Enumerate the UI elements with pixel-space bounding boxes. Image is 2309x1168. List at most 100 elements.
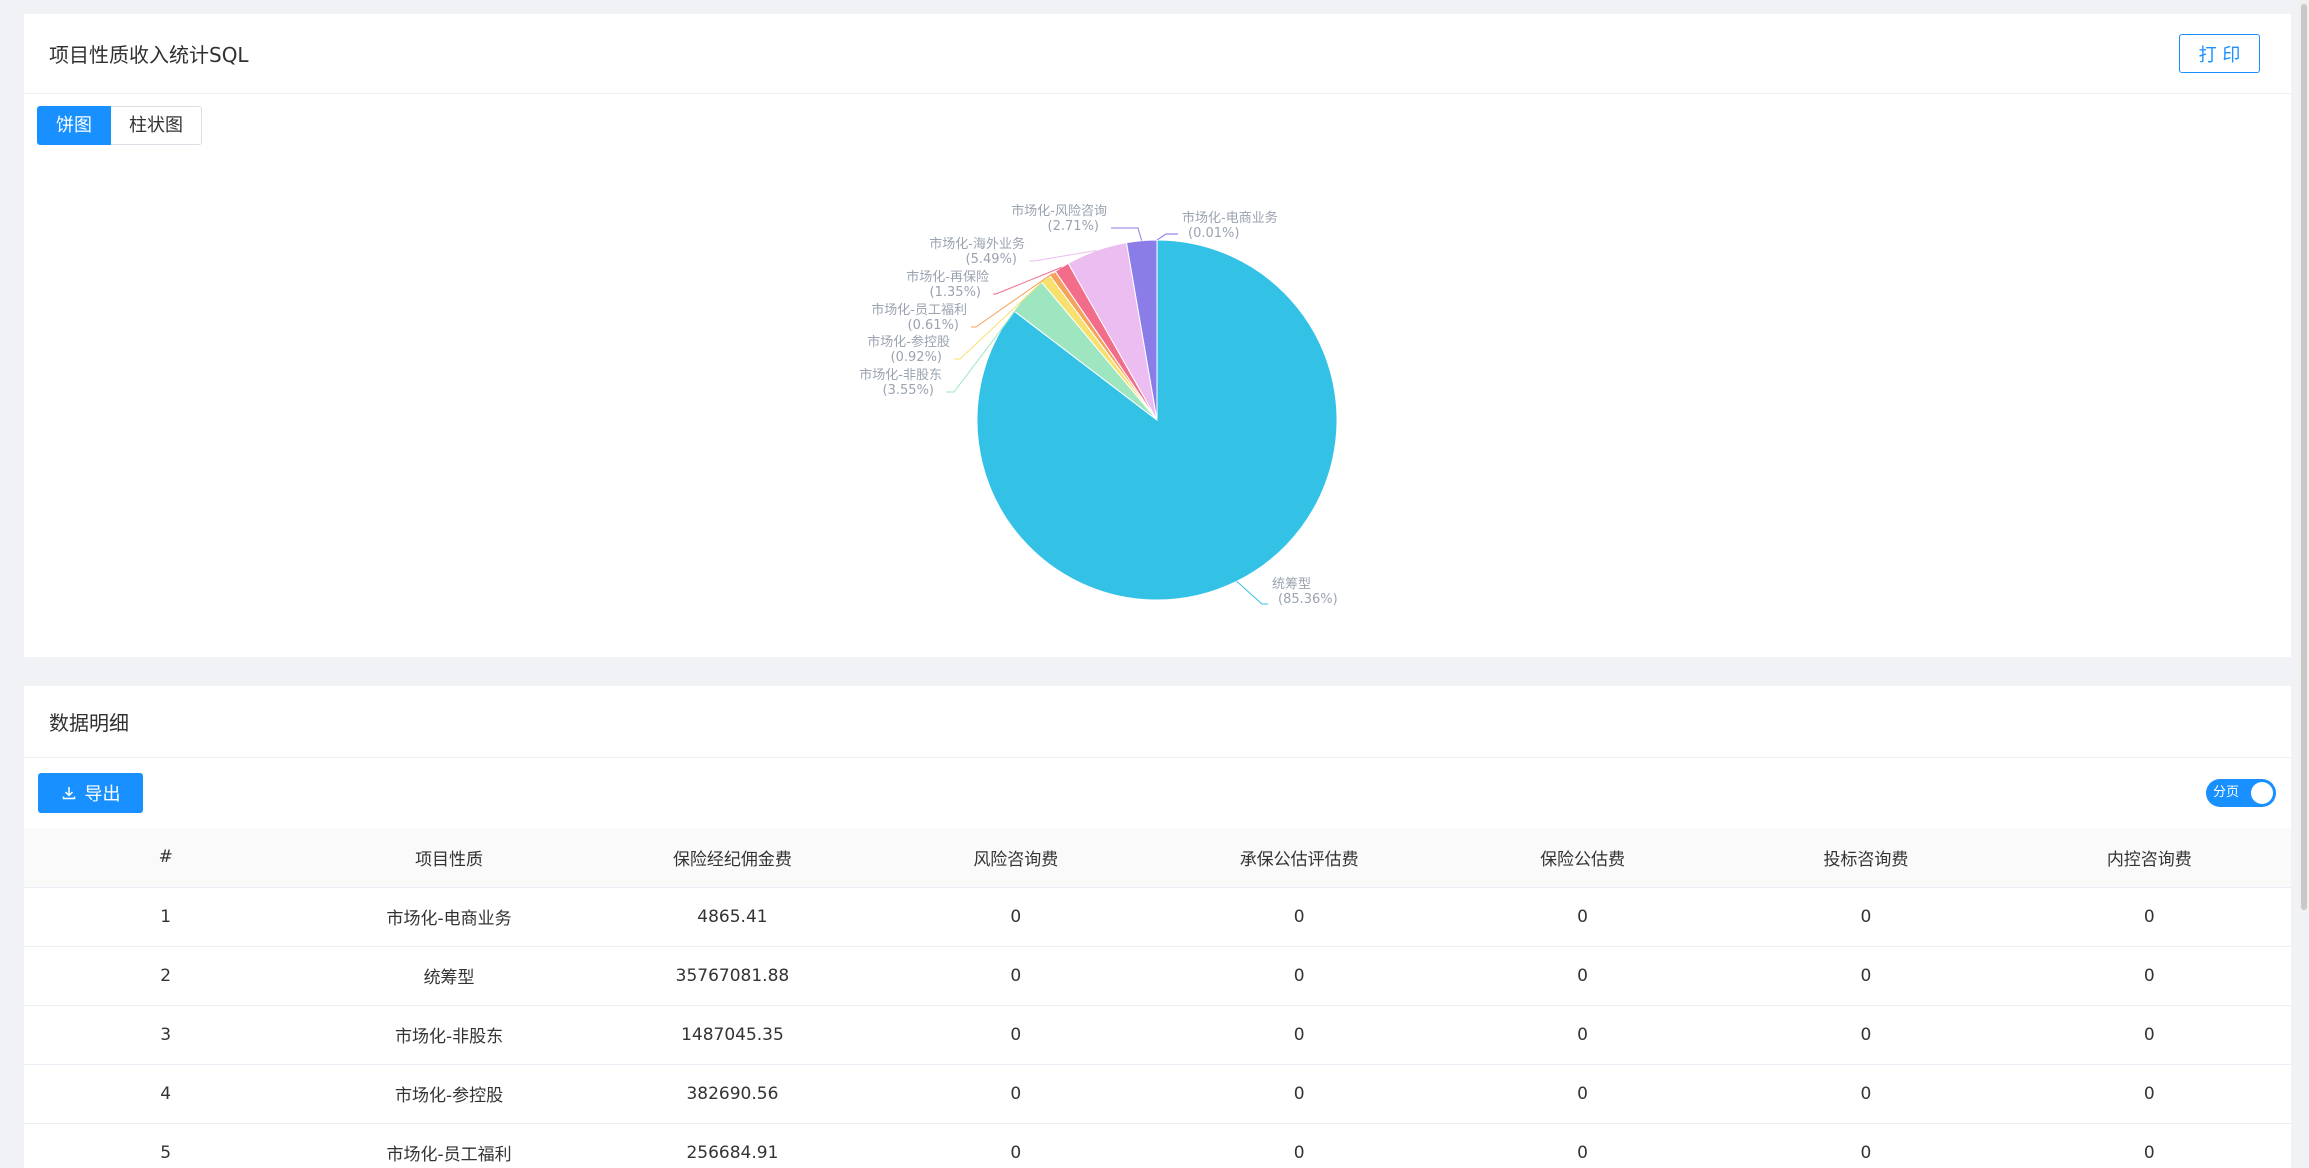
data-detail-title: 数据明细 <box>49 711 129 735</box>
table-cell: 0 <box>1157 1005 1441 1065</box>
table-cell: 0 <box>1724 1123 2008 1168</box>
table-cell: 35767081.88 <box>590 946 875 1006</box>
data-table: # 项目性质 保险经纪佣金费 风险咨询费 承保公估评估费 保险公估费 投标咨询费… <box>24 828 2291 1168</box>
table-cell: 0 <box>874 946 1158 1006</box>
pagination-switch-label: 分页 <box>2213 785 2240 800</box>
pie-label-line <box>946 295 1028 393</box>
pie-label-name: 市场化-风险咨询 <box>1011 203 1107 219</box>
table-cell: 0 <box>2007 1005 2291 1065</box>
table-cell: 0 <box>874 1064 1158 1124</box>
table-cell: 0 <box>1440 1123 1725 1168</box>
pie-label-name: 统筹型 <box>1272 576 1311 592</box>
pie-label-percent: (0.01%) <box>1188 226 1239 241</box>
table-cell: 统筹型 <box>307 946 591 1006</box>
pie-label-line <box>1029 249 1097 262</box>
pagination-switch[interactable]: 分页 <box>2206 779 2276 807</box>
table-cell: 0 <box>874 1123 1158 1168</box>
table-row[interactable]: 1 市场化-电商业务 4865.41 0 0 0 0 0 <box>24 887 2291 947</box>
table-cell: 382690.56 <box>590 1064 875 1124</box>
table-cell: 0 <box>1440 887 1725 947</box>
pie-label-line <box>1236 580 1268 605</box>
scrollbar-thumb[interactable] <box>2301 4 2307 910</box>
col-header-bid-consult[interactable]: 投标咨询费 <box>1724 828 2008 888</box>
table-cell: 1 <box>24 887 308 947</box>
switch-knob <box>2251 782 2273 804</box>
table-cell: 0 <box>1724 1064 2008 1124</box>
data-detail-header: 数据明细 <box>24 686 2291 758</box>
pie-label-name: 市场化-参控股 <box>867 334 950 350</box>
table-cell: 市场化-电商业务 <box>307 887 591 947</box>
col-header-underwriting-assess[interactable]: 承保公估评估费 <box>1157 828 1441 888</box>
table-cell: 0 <box>2007 1123 2291 1168</box>
pie-chart: 市场化-电商业务(0.01%) 统筹型(85.36%) 市场化-非股东(3.55%)… <box>859 203 1338 607</box>
table-cell: 0 <box>1157 1064 1441 1124</box>
table-row[interactable]: 2 统筹型 35767081.88 0 0 0 0 0 <box>24 946 2291 1006</box>
table-cell: 市场化-参控股 <box>307 1064 591 1124</box>
table-toolbar: 导出 分页 <box>24 758 2291 828</box>
pie-label-line <box>1156 233 1178 241</box>
table-body: 1 市场化-电商业务 4865.41 0 0 0 0 0 2 统筹型 35767081.88 0 0 0 0… <box>24 887 2291 1168</box>
table-cell: 0 <box>1440 946 1725 1006</box>
col-header-nature[interactable]: 项目性质 <box>307 828 591 888</box>
table-row[interactable]: 3 市场化-非股东 1487045.35 0 0 0 0 0 <box>24 1005 2291 1065</box>
table-cell: 256684.91 <box>590 1123 875 1168</box>
col-header-index[interactable]: # <box>24 828 308 888</box>
pie-label-percent: (0.61%) <box>908 318 959 333</box>
pie-label-percent: (3.55%) <box>883 383 934 398</box>
table-cell: 0 <box>1440 1005 1725 1065</box>
table-row[interactable]: 4 市场化-参控股 382690.56 0 0 0 0 0 <box>24 1064 2291 1124</box>
data-detail-card: 数据明细 导出 分页 # 项目性质 保险经纪佣金费 风险咨询费 <box>24 686 2291 1168</box>
pie-label-percent: (5.49%) <box>966 252 1017 267</box>
export-button[interactable]: 导出 <box>38 773 143 813</box>
tab-bar[interactable]: 柱状图 <box>111 106 202 145</box>
table-cell: 3 <box>24 1005 308 1065</box>
pie-label-line <box>971 273 1053 328</box>
table-header-row: # 项目性质 保险经纪佣金费 风险咨询费 承保公估评估费 保险公估费 投标咨询费… <box>24 828 2291 888</box>
col-header-internal-control[interactable]: 内控咨询费 <box>2007 828 2291 888</box>
table-cell: 0 <box>1157 887 1441 947</box>
page-scrollbar[interactable] <box>2299 0 2309 910</box>
tab-pie[interactable]: 饼图 <box>37 106 111 145</box>
table-cell: 0 <box>1724 946 2008 1006</box>
pie-label-name: 市场化-再保险 <box>906 269 989 285</box>
pie-label-line <box>954 278 1046 360</box>
chart-type-tabs: 饼图 柱状图 <box>37 106 202 145</box>
col-header-risk-consult[interactable]: 风险咨询费 <box>874 828 1158 888</box>
pie-label-name: 市场化-电商业务 <box>1182 210 1278 226</box>
pie-label-percent: (2.71%) <box>1048 219 1099 234</box>
table-cell: 4865.41 <box>590 887 875 947</box>
table-cell: 0 <box>874 1005 1158 1065</box>
pie-label-line <box>1111 227 1143 241</box>
table-cell: 0 <box>1724 887 2008 947</box>
col-header-insurance-assess[interactable]: 保险公估费 <box>1440 828 1725 888</box>
table-cell: 0 <box>2007 1064 2291 1124</box>
chart-card-header: 项目性质收入统计SQL 打 印 <box>24 14 2291 94</box>
table-cell: 0 <box>1724 1005 2008 1065</box>
col-header-brokerage[interactable]: 保险经纪佣金费 <box>590 828 875 888</box>
print-button[interactable]: 打 印 <box>2179 34 2260 73</box>
chart-card-title: 项目性质收入统计SQL <box>49 43 249 67</box>
table-cell: 0 <box>2007 946 2291 1006</box>
table-cell: 4 <box>24 1064 308 1124</box>
table-cell: 市场化-员工福利 <box>307 1123 591 1168</box>
table-cell: 2 <box>24 946 308 1006</box>
pie-label-percent: (0.92%) <box>891 350 942 365</box>
table-row[interactable]: 5 市场化-员工福利 256684.91 0 0 0 0 0 <box>24 1123 2291 1168</box>
pie-label-percent: (1.35%) <box>930 285 981 300</box>
pie-label-name: 市场化-海外业务 <box>929 236 1025 252</box>
pie-label-name: 市场化-员工福利 <box>871 302 967 318</box>
pie-slice[interactable] <box>1125 239 1158 421</box>
chart-card: 项目性质收入统计SQL 打 印 饼图 柱状图 市场化-电商业务 (0.01%) 统筹… <box>24 14 2291 657</box>
pie-label-percent: (85.36%) <box>1278 592 1338 607</box>
table-cell: 1487045.35 <box>590 1005 875 1065</box>
table-cell: 5 <box>24 1123 308 1168</box>
table-cell: 市场化-非股东 <box>307 1005 591 1065</box>
table-cell: 0 <box>2007 887 2291 947</box>
pie-label-name: 市场化-非股东 <box>859 367 942 383</box>
table-cell: 0 <box>1157 946 1441 1006</box>
table-cell: 0 <box>874 887 1158 947</box>
download-icon <box>62 787 75 800</box>
pie-label-line <box>993 266 1062 295</box>
table-cell: 0 <box>1157 1123 1441 1168</box>
